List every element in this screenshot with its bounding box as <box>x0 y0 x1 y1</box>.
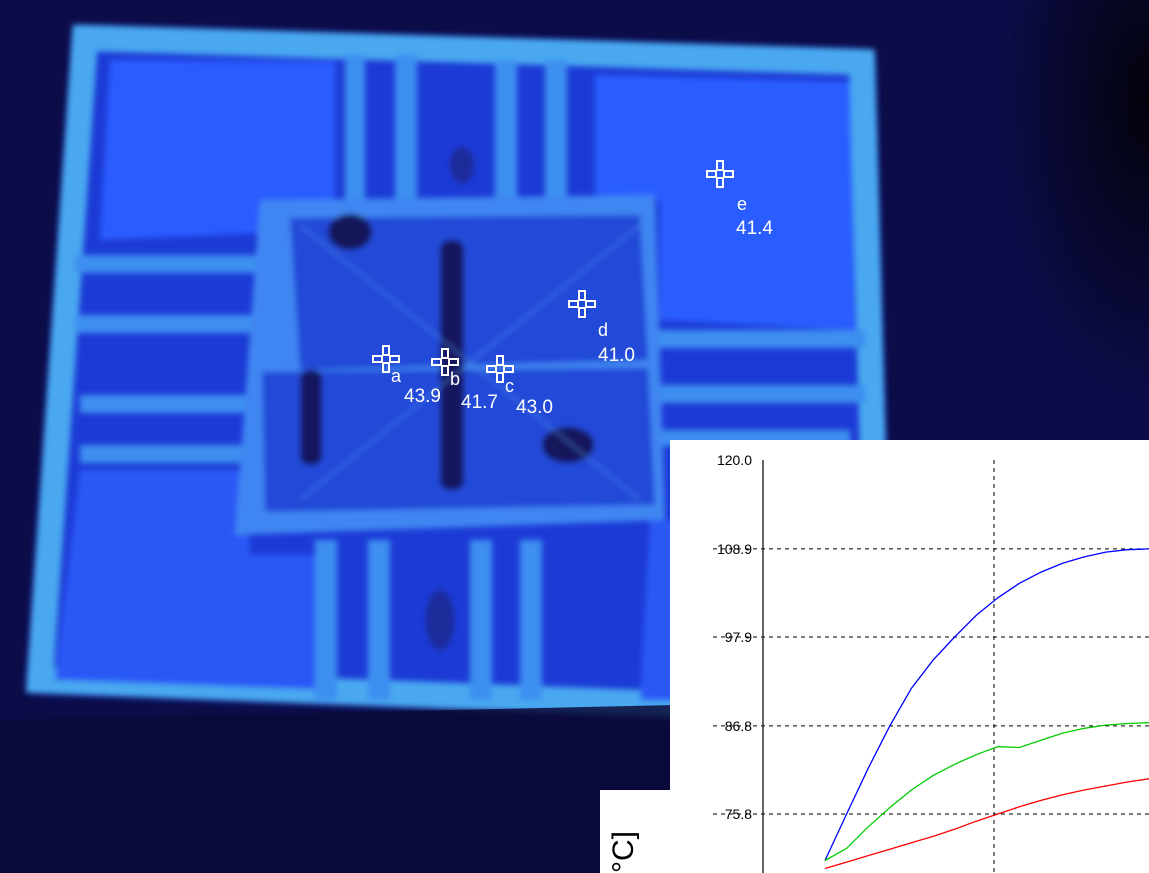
y-tick-label: 86.8 <box>725 718 752 734</box>
chart-background <box>600 440 1149 873</box>
crosshair-icon <box>372 345 400 373</box>
series-line-1 <box>824 722 1149 862</box>
crosshair-icon <box>568 290 596 318</box>
y-tick-label: 75.8 <box>725 806 752 822</box>
y-tick-label: 108.9 <box>717 541 752 557</box>
crosshair-icon <box>486 355 514 383</box>
y-tick-label: 120.0 <box>717 452 752 468</box>
spot-label: d <box>598 320 609 340</box>
spot-temperature: 43.0 <box>516 397 553 418</box>
spot-temperature: 41.0 <box>598 345 635 366</box>
spot-label: e <box>737 194 748 214</box>
spot-label: a <box>391 366 402 386</box>
spot-label: c <box>505 376 514 396</box>
temperature-chart-panel: 120.0 108.9 97.9 86.8 75.8 °C] <box>600 440 1149 873</box>
series-line-2 <box>824 778 1149 870</box>
spot-temperature: 43.9 <box>404 386 441 407</box>
spot-temperature: 41.4 <box>736 218 773 239</box>
spot-label: b <box>450 369 461 389</box>
y-axis-label: °C] <box>607 831 640 873</box>
temperature-chart: 120.0 108.9 97.9 86.8 75.8 °C] <box>600 440 1149 873</box>
crosshair-icon <box>431 348 459 376</box>
series-line-0 <box>824 548 1149 861</box>
spot-temperature: 41.7 <box>461 392 498 413</box>
y-tick-label: 97.9 <box>725 629 752 645</box>
crosshair-icon <box>706 160 734 188</box>
